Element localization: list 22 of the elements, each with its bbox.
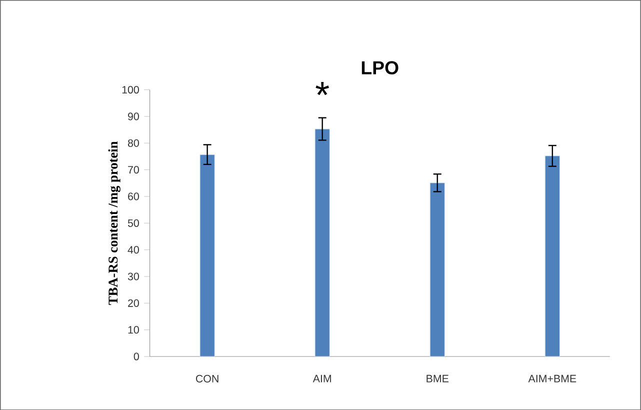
x-tick-label: CON [196, 374, 218, 382]
y-tick-label: 90 [128, 112, 139, 120]
y-tick-label: 60 [128, 192, 139, 200]
y-tick-label: 100 [122, 86, 139, 94]
bar [200, 154, 215, 357]
y-tick-label: 10 [128, 326, 139, 334]
x-tick-label: BME [426, 374, 448, 382]
x-tick-label: AIM+BME [528, 374, 576, 382]
y-tick-label: 80 [128, 139, 139, 147]
x-tick-label: AIM [312, 374, 331, 382]
y-tick-label: 0 [134, 352, 139, 360]
bar [544, 156, 560, 357]
y-axis-title: TBA-RS content /mg protein [108, 141, 120, 305]
annotation: * [316, 82, 330, 96]
y-tick-label: 70 [128, 166, 139, 174]
y-tick-label: 40 [128, 246, 139, 254]
chart-title: LPO [362, 61, 398, 74]
y-tick-label: 20 [128, 299, 139, 307]
y-tick-label: 30 [128, 272, 139, 280]
bar [430, 182, 445, 357]
bar [314, 128, 330, 357]
y-tick-label: 50 [128, 219, 139, 227]
